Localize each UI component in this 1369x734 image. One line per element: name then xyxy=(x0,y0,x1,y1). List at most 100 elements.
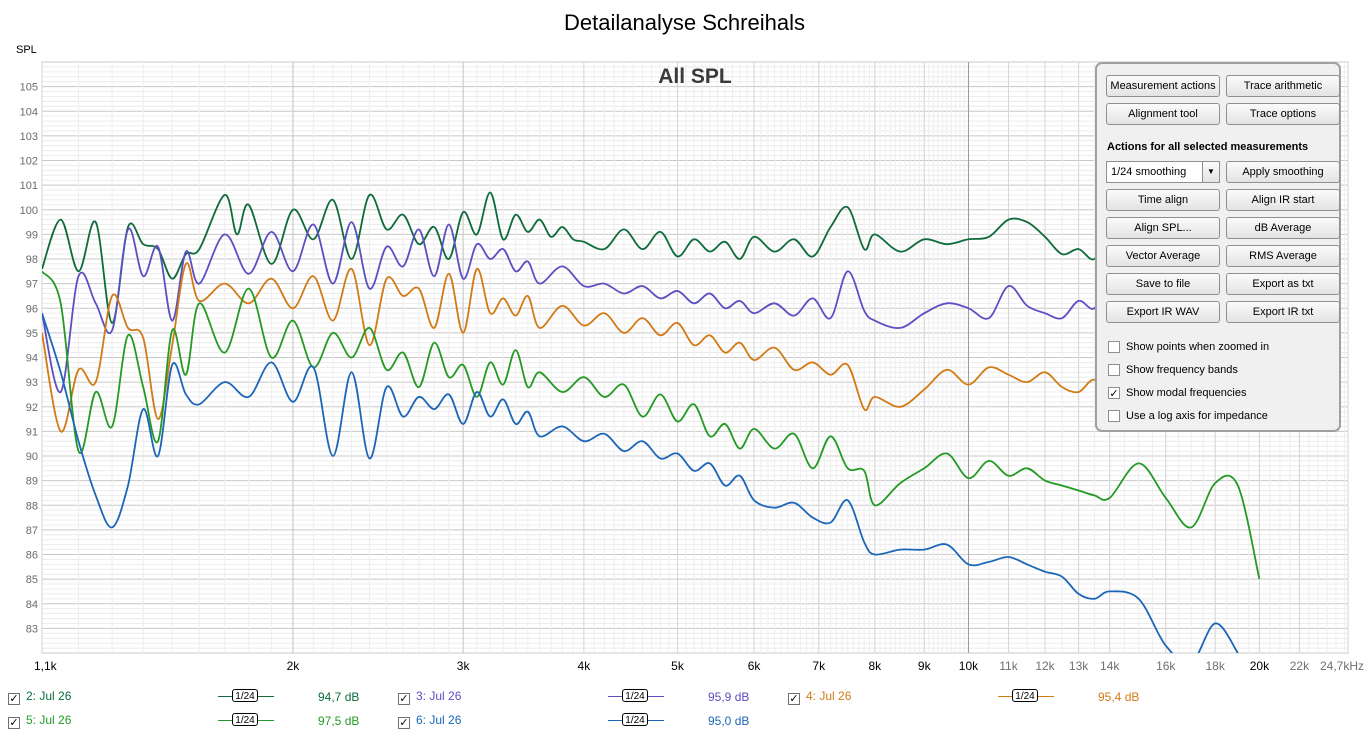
y-tick-label: 104 xyxy=(20,106,38,118)
x-tick-label: 3k xyxy=(457,659,471,673)
y-tick-label: 94 xyxy=(26,353,38,365)
y-tick-label: 96 xyxy=(26,303,38,315)
smoothing-box: 1/24 xyxy=(622,713,648,726)
x-tick-label: 18k xyxy=(1206,659,1226,673)
rms-average-button[interactable]: RMS Average xyxy=(1226,245,1340,267)
legend-item-6[interactable]: ✓ 6: Jul 26 xyxy=(398,713,461,729)
y-tick-label: 95 xyxy=(26,328,38,340)
series-line-5 xyxy=(42,270,1261,580)
x-tick-label: 11k xyxy=(999,659,1018,673)
series-line-6 xyxy=(42,312,1239,653)
x-tick-label: 10k xyxy=(959,659,979,673)
legend-checkbox[interactable]: ✓ xyxy=(398,693,410,705)
y-tick-label: 88 xyxy=(26,500,38,512)
x-tick-label: 12k xyxy=(1035,659,1055,673)
option-label: Use a log axis for impedance xyxy=(1126,410,1268,422)
export-ir-txt-button[interactable]: Export IR txt xyxy=(1226,301,1340,323)
option-show-points[interactable]: Show points when zoomed in xyxy=(1108,341,1270,354)
legend-name: 2: Jul 26 xyxy=(26,689,72,703)
alignment-tool-button[interactable]: Alignment tool xyxy=(1106,103,1220,125)
x-tick-label: 6k xyxy=(748,659,762,673)
x-tick-label: 13k xyxy=(1069,659,1089,673)
option-label: Show points when zoomed in xyxy=(1126,341,1270,353)
legend-item-2[interactable]: ✓ 2: Jul 26 xyxy=(8,689,71,705)
y-tick-label: 105 xyxy=(20,82,38,94)
x-tick-label: 9k xyxy=(918,659,932,673)
series-line-2 xyxy=(42,191,1111,324)
legend-level-6: 95,0 dB xyxy=(708,714,750,728)
x-tick-label: 7k xyxy=(812,659,826,673)
checkbox[interactable] xyxy=(1108,341,1120,354)
legend-name: 6: Jul 26 xyxy=(416,713,462,727)
y-tick-label: 91 xyxy=(26,426,38,438)
measurement-actions-button[interactable]: Measurement actions xyxy=(1106,75,1220,97)
checkbox[interactable]: ✓ xyxy=(1108,387,1120,401)
y-tick-label: 101 xyxy=(20,180,38,192)
legend-level-5: 97,5 dB xyxy=(318,714,360,728)
x-tick-label: 14k xyxy=(1100,659,1120,673)
export-as-txt-button[interactable]: Export as txt xyxy=(1226,273,1340,295)
x-tick-label: 8k xyxy=(868,659,882,673)
x-tick-label: 1,1k xyxy=(34,659,58,673)
legend-trace-6[interactable]: 1/24 xyxy=(608,713,664,727)
smoothing-box: 1/24 xyxy=(232,713,258,726)
smoothing-select[interactable]: 1/24 smoothing ▼ xyxy=(1106,161,1220,183)
y-tick-label: 89 xyxy=(26,476,38,488)
checkbox[interactable] xyxy=(1108,364,1120,377)
y-tick-label: 92 xyxy=(26,402,38,414)
y-tick-label: 99 xyxy=(26,229,38,241)
smoothing-box: 1/24 xyxy=(232,689,258,702)
legend-trace-5[interactable]: 1/24 xyxy=(218,713,274,727)
checkbox[interactable] xyxy=(1108,410,1120,423)
smoothing-box: 1/24 xyxy=(1012,689,1038,702)
chart-axes: All SPL SPL 83 84 85 86 87 88 89 90 91 92 93 94 95 96 97… xyxy=(16,44,1364,673)
align-spl-button[interactable]: Align SPL... xyxy=(1106,217,1220,239)
export-ir-wav-button[interactable]: Export IR WAV xyxy=(1106,301,1220,323)
y-tick-label: 87 xyxy=(26,525,38,537)
option-show-frequency-bands[interactable]: Show frequency bands xyxy=(1108,364,1238,377)
legend-trace-2[interactable]: 1/24 xyxy=(218,689,274,703)
legend-checkbox[interactable]: ✓ xyxy=(788,693,800,705)
x-tick-label: 16k xyxy=(1156,659,1176,673)
trace-options-button[interactable]: Trace options xyxy=(1226,103,1340,125)
chevron-down-icon[interactable]: ▼ xyxy=(1202,162,1219,182)
x-tick-label: 4k xyxy=(578,659,592,673)
y-tick-label: 90 xyxy=(26,451,38,463)
option-label: Show frequency bands xyxy=(1126,364,1238,376)
y-tick-label: 102 xyxy=(20,156,38,168)
legend-item-3[interactable]: ✓ 3: Jul 26 xyxy=(398,689,461,705)
db-average-button[interactable]: dB Average xyxy=(1226,217,1340,239)
y-axis-label: SPL xyxy=(16,44,37,56)
legend-checkbox[interactable]: ✓ xyxy=(398,717,410,729)
legend-name: 5: Jul 26 xyxy=(26,713,72,727)
y-tick-label: 98 xyxy=(26,254,38,266)
y-tick-label: 93 xyxy=(26,377,38,389)
option-show-modal-frequencies[interactable]: ✓ Show modal frequencies xyxy=(1108,387,1247,401)
x-tick-label: 22k xyxy=(1290,659,1310,673)
series-line-4 xyxy=(42,262,1239,433)
x-tick-label: 24,7kHz xyxy=(1320,659,1364,673)
chart-title: All SPL xyxy=(658,65,732,88)
option-label: Show modal frequencies xyxy=(1126,387,1247,399)
apply-smoothing-button[interactable]: Apply smoothing xyxy=(1226,161,1340,183)
legend-level-3: 95,9 dB xyxy=(708,690,750,704)
y-tick-label: 103 xyxy=(20,131,38,143)
legend-item-4[interactable]: ✓ 4: Jul 26 xyxy=(788,689,851,705)
window-title: Detailanalyse Schreihals xyxy=(564,10,805,35)
option-log-axis-impedance[interactable]: Use a log axis for impedance xyxy=(1108,410,1268,423)
legend-trace-3[interactable]: 1/24 xyxy=(608,689,664,703)
actions-heading: Actions for all selected measurements xyxy=(1107,141,1309,153)
trace-arithmetic-button[interactable]: Trace arithmetic xyxy=(1226,75,1340,97)
align-ir-start-button[interactable]: Align IR start xyxy=(1226,189,1340,211)
legend-trace-4[interactable]: 1/24 xyxy=(998,689,1054,703)
smoothing-box: 1/24 xyxy=(622,689,648,702)
legend-level-2: 94,7 dB xyxy=(318,690,360,704)
legend-checkbox[interactable]: ✓ xyxy=(8,717,20,729)
save-to-file-button[interactable]: Save to file xyxy=(1106,273,1220,295)
legend-checkbox[interactable]: ✓ xyxy=(8,693,20,705)
y-tick-label: 84 xyxy=(26,599,38,611)
smoothing-select-value: 1/24 smoothing xyxy=(1111,166,1187,178)
vector-average-button[interactable]: Vector Average xyxy=(1106,245,1220,267)
time-align-button[interactable]: Time align xyxy=(1106,189,1220,211)
legend-item-5[interactable]: ✓ 5: Jul 26 xyxy=(8,713,71,729)
